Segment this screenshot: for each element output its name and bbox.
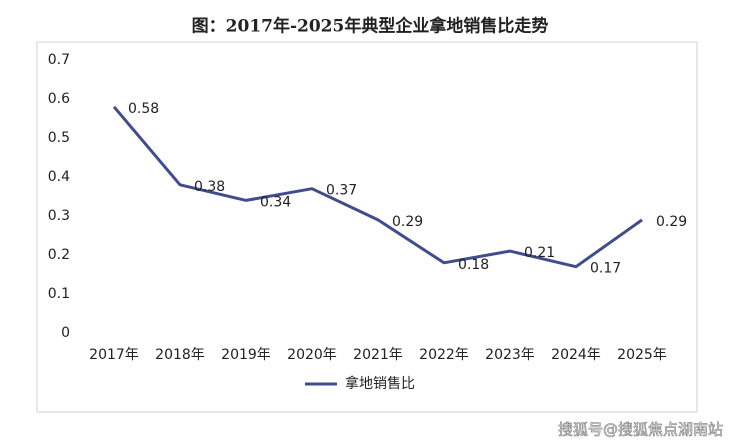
x-tick-label: 2017年 bbox=[89, 347, 139, 363]
x-tick-label: 2025年 bbox=[617, 347, 667, 363]
watermark: 搜狐号@搜狐焦点湖南站 bbox=[558, 421, 723, 439]
legend-label: 拿地销售比 bbox=[345, 375, 415, 392]
x-tick-label: 2023年 bbox=[485, 347, 535, 363]
data-label: 0.29 bbox=[656, 214, 687, 230]
series-line bbox=[112, 105, 643, 269]
y-tick-label: 0.2 bbox=[48, 247, 70, 263]
data-label: 0.58 bbox=[128, 101, 159, 117]
y-tick-label: 0.5 bbox=[48, 130, 70, 146]
y-tick-label: 0.1 bbox=[48, 286, 70, 302]
data-label: 0.38 bbox=[194, 179, 225, 195]
x-tick-label: 2022年 bbox=[419, 347, 469, 363]
x-tick-label: 2019年 bbox=[221, 347, 271, 363]
chart-title: 图：2017年-2025年典型企业拿地销售比走势 bbox=[192, 16, 549, 37]
data-label: 0.37 bbox=[326, 183, 357, 199]
data-label: 0.17 bbox=[590, 261, 621, 277]
y-tick-label: 0.7 bbox=[48, 52, 70, 68]
y-tick-label: 0.3 bbox=[48, 208, 70, 224]
x-tick-label: 2020年 bbox=[287, 347, 337, 363]
data-label: 0.29 bbox=[392, 214, 423, 230]
y-tick-label: 0.6 bbox=[48, 91, 70, 107]
data-label: 0.21 bbox=[524, 245, 555, 261]
x-tick-label: 2018年 bbox=[155, 347, 205, 363]
x-tick-label: 2024年 bbox=[551, 347, 601, 363]
y-tick-label: 0.4 bbox=[48, 169, 70, 185]
data-label: 0.18 bbox=[458, 257, 489, 273]
chart-frame bbox=[36, 41, 698, 413]
y-tick-label: 0 bbox=[61, 325, 70, 341]
data-label: 0.34 bbox=[260, 194, 291, 210]
x-tick-label: 2021年 bbox=[353, 347, 403, 363]
